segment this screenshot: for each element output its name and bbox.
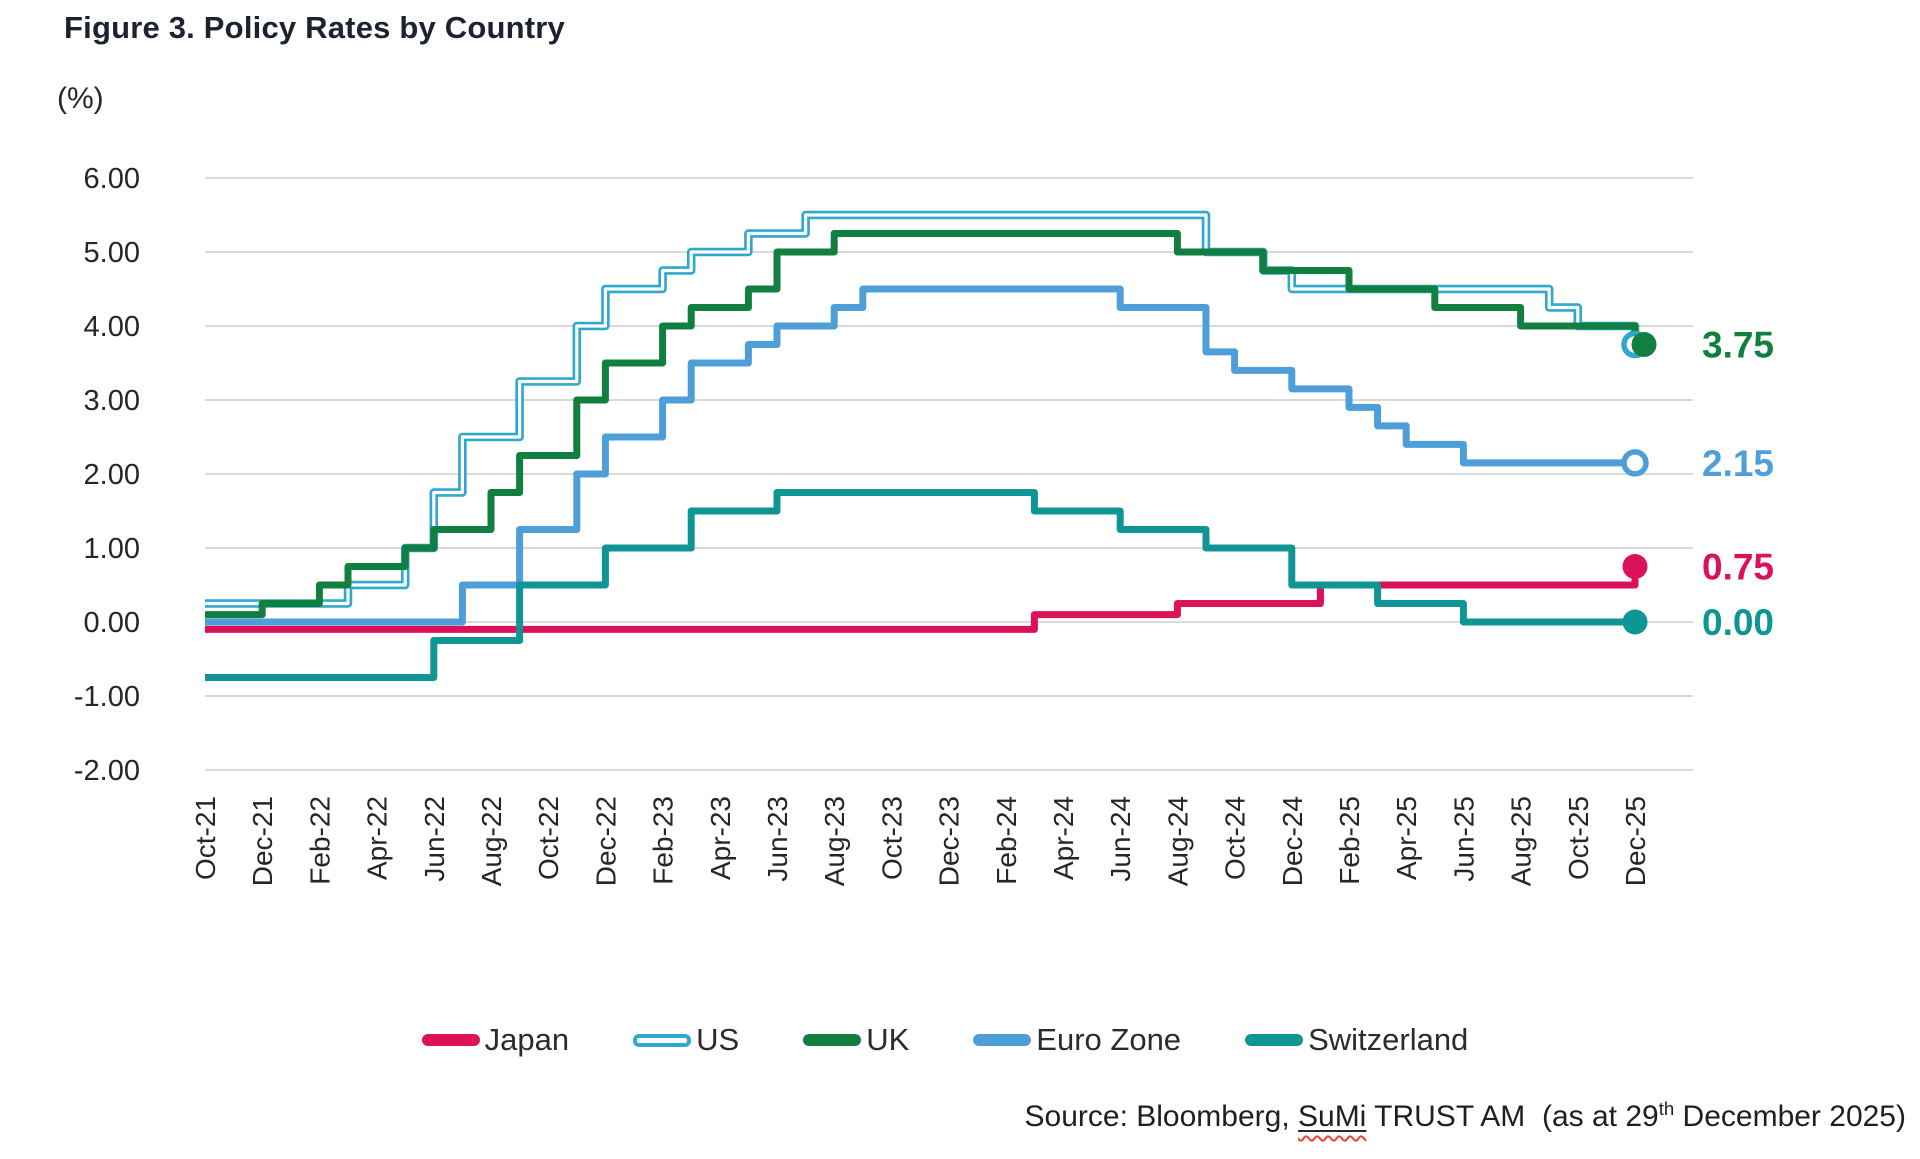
- x-tick-label: Feb-22: [304, 796, 335, 885]
- end-marker-uk: [1631, 332, 1657, 357]
- end-marker-euro-zone: [1621, 449, 1649, 477]
- y-axis-unit-label: (%): [57, 82, 104, 115]
- legend-swatch-switzerland: [1245, 1034, 1304, 1046]
- x-tick-label: Oct-22: [533, 796, 564, 880]
- y-tick-label: 4.00: [84, 311, 140, 343]
- x-tick-label: Aug-22: [476, 796, 507, 886]
- legend-label-switzerland: Switzerland: [1308, 1022, 1469, 1057]
- x-tick-label: Aug-25: [1506, 796, 1537, 886]
- source-prefix: Source: Bloomberg,: [1024, 1100, 1298, 1133]
- legend-item-switzerland: Switzerland: [1245, 1022, 1468, 1058]
- end-label-japan: 0.75: [1702, 547, 1774, 588]
- x-tick-label: Dec-23: [934, 796, 965, 886]
- legend-swatch-us: [633, 1033, 692, 1047]
- legend-label-uk: UK: [866, 1022, 910, 1057]
- source-note: Source: Bloomberg, SuMi TRUST AM (as at …: [1025, 1098, 1906, 1134]
- x-tick-label: Feb-25: [1334, 796, 1365, 885]
- x-tick-label: Oct-25: [1563, 796, 1594, 880]
- legend-swatch-uk: [803, 1034, 862, 1046]
- y-tick-label: 3.00: [84, 385, 140, 417]
- x-tick-label: Dec-21: [247, 796, 278, 886]
- series-line-japan: [205, 566, 1639, 633]
- source-superscript: th: [1658, 1098, 1675, 1119]
- x-tick-label: Aug-24: [1162, 796, 1193, 886]
- legend-label-eurozone: Euro Zone: [1036, 1022, 1182, 1057]
- y-tick-label: -1.00: [74, 681, 140, 713]
- y-tick-label: 2.00: [84, 459, 140, 491]
- source-middle: TRUST AM (as at 29: [1366, 1100, 1659, 1133]
- legend-label-us: US: [696, 1022, 740, 1057]
- end-label-euro-zone: 2.15: [1702, 443, 1774, 484]
- y-tick-label: 5.00: [84, 237, 140, 269]
- x-tick-label: Apr-25: [1391, 796, 1422, 880]
- x-tick-label: Feb-24: [991, 796, 1022, 885]
- end-label-uk: 3.75: [1702, 325, 1774, 366]
- y-tick-label: 0.00: [84, 607, 140, 639]
- x-tick-label: Feb-23: [648, 796, 679, 885]
- series-line-euro-zone: [205, 285, 1635, 626]
- end-marker-japan: [1622, 554, 1648, 579]
- x-tick-label: Jun-22: [419, 796, 450, 882]
- x-tick-label: Dec-22: [590, 796, 621, 886]
- series-line-switzerland: [205, 489, 1635, 681]
- legend-item-japan: Japan: [421, 1022, 570, 1058]
- end-marker-switzerland: [1622, 609, 1648, 635]
- y-tick-label: 6.00: [84, 163, 140, 195]
- x-tick-label: Dec-24: [1277, 796, 1308, 886]
- x-tick-label: Oct-21: [190, 796, 221, 880]
- end-label-switzerland: 0.00: [1702, 602, 1774, 643]
- policy-rates-plot: 6.00 5.00 4.00 3.00 2.00 1.00 0.00 -1.00 -2.00 Oc…: [74, 163, 1774, 886]
- y-tick-label: -2.00: [74, 755, 140, 787]
- source-suffix: December 2025): [1674, 1100, 1906, 1133]
- x-tick-label: Apr-23: [705, 796, 736, 880]
- x-tick-label: Jun-23: [762, 796, 793, 882]
- source-sumi: SuMi: [1298, 1100, 1367, 1133]
- legend: Japan US UK Euro Zone Switzerland: [200, 1022, 1690, 1058]
- legend-item-eurozone: Euro Zone: [973, 1022, 1181, 1058]
- series-line-uk: [205, 230, 1639, 619]
- source-sumi-spellcheck: SuMi: [1298, 1100, 1366, 1133]
- legend-item-uk: UK: [803, 1022, 909, 1058]
- legend-label-japan: Japan: [484, 1022, 570, 1057]
- x-tick-label: Oct-23: [876, 796, 907, 880]
- legend-item-us: US: [633, 1022, 739, 1058]
- x-tick-label: Apr-24: [1048, 796, 1079, 880]
- x-tick-label: Jun-25: [1448, 796, 1479, 882]
- x-tick-label: Oct-24: [1220, 796, 1251, 880]
- legend-swatch-japan: [421, 1034, 480, 1046]
- y-tick-label: 1.00: [84, 533, 140, 565]
- legend-swatch-eurozone: [973, 1034, 1032, 1046]
- x-tick-label: Dec-25: [1620, 796, 1651, 886]
- x-tick-label: Apr-22: [362, 796, 393, 880]
- chart-title: Figure 3. Policy Rates by Country: [64, 10, 565, 45]
- x-tick-label: Aug-23: [819, 796, 850, 886]
- x-tick-label: Jun-24: [1105, 796, 1136, 882]
